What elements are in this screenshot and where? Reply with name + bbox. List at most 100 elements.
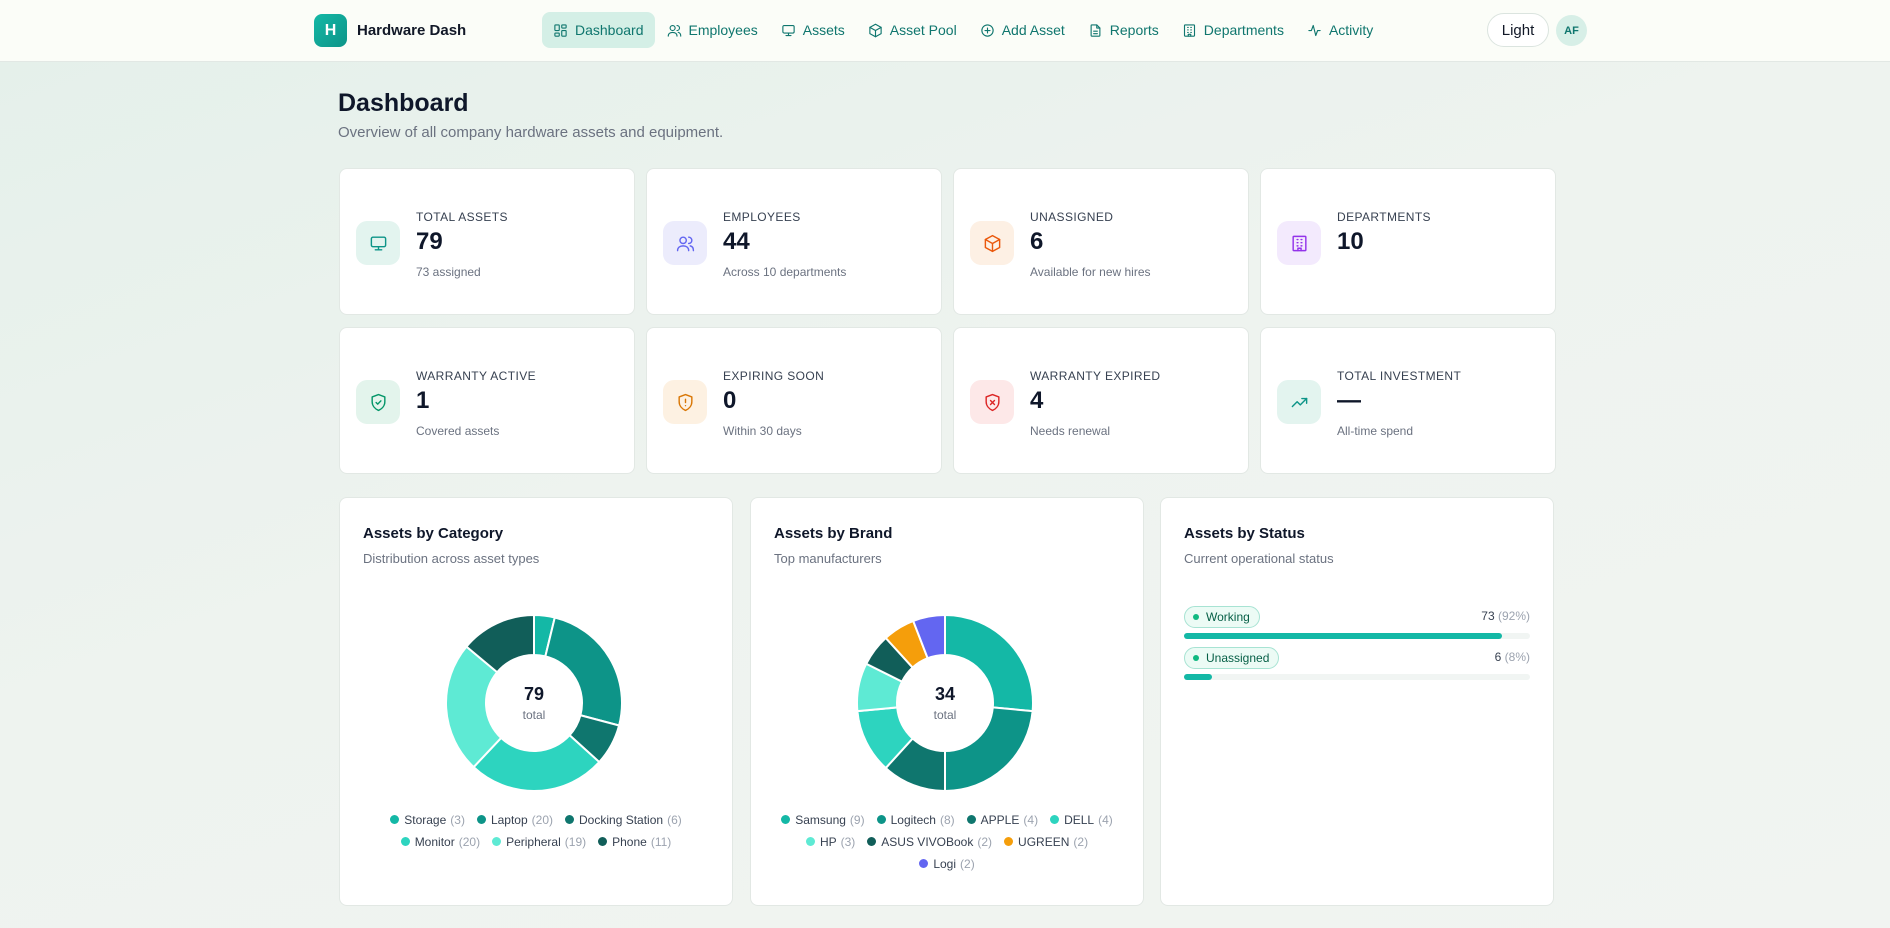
legend-label: Logi	[933, 857, 956, 871]
stat-icon-badge	[970, 380, 1014, 424]
nav-employees[interactable]: Employees	[656, 12, 769, 48]
donut-total-value: 34	[934, 684, 956, 704]
category-legend: Storage (3) Laptop (20) Docking Station (6) Mo…	[340, 809, 732, 853]
brand-donut-chart	[856, 613, 1034, 793]
status-value: 6 (8%)	[1494, 650, 1530, 664]
donut-slice-peripheral[interactable]	[445, 645, 503, 769]
stat-label: Expiring Soon	[723, 369, 825, 383]
brand-donut: 34 total	[855, 613, 1035, 793]
legend-swatch	[1004, 837, 1014, 846]
legend-label: Phone	[612, 835, 647, 849]
stat-icon-badge	[356, 221, 400, 265]
legend-count: (2)	[1073, 835, 1089, 849]
nav-assets[interactable]: Assets	[770, 12, 856, 48]
legend-label: Monitor	[414, 835, 455, 849]
legend-item-ugreen: UGREEN (2)	[1004, 832, 1088, 853]
stat-label: Departments	[1337, 210, 1431, 224]
nav-add-asset[interactable]: Add Asset	[969, 12, 1076, 48]
legend-item-logitech: Logitech (8)	[876, 810, 955, 831]
legend-swatch	[565, 815, 575, 824]
status-panel: Assets by Status Current operational sta…	[1160, 497, 1554, 906]
stat-label: Employees	[723, 210, 801, 224]
stat-subtext: Needs renewal	[1030, 424, 1111, 438]
status-dot	[1193, 614, 1199, 620]
nav-label: Asset Pool	[889, 22, 957, 38]
legend-count: (3)	[450, 813, 465, 827]
donut-slice-samsung[interactable]	[944, 613, 1034, 713]
plus-circle-icon	[981, 23, 994, 37]
status-label: Unassigned	[1206, 651, 1270, 665]
status-progress-fill	[1184, 633, 1503, 639]
legend-swatch	[476, 815, 486, 824]
stat-value: 1	[416, 387, 430, 414]
stat-icon-badge	[663, 380, 707, 424]
legend-count: (3)	[840, 835, 856, 849]
stat-card-warranty-active[interactable]: Warranty Active 1 Covered assets	[339, 327, 635, 474]
nav-label: Add Asset	[1001, 22, 1065, 38]
stat-card-departments[interactable]: Departments 10	[1260, 168, 1556, 315]
building-icon	[1291, 235, 1307, 251]
shield-alert-icon	[677, 393, 693, 411]
nav-departments[interactable]: Departments	[1171, 12, 1295, 48]
donut-slice-logi[interactable]	[911, 613, 946, 660]
stat-card-total-assets[interactable]: Total Assets 79 73 assigned	[339, 168, 635, 315]
users-icon	[676, 235, 694, 251]
main-nav: Dashboard Employees Assets Asset Pool Add As…	[542, 12, 1385, 48]
legend-item-docking-station: Docking Station (6)	[565, 810, 682, 831]
category-chart-panel: Assets by Category Distribution across a…	[339, 497, 733, 906]
stat-card-warranty-expired[interactable]: Warranty Expired 4 Needs renewal	[953, 327, 1249, 474]
nav-reports[interactable]: Reports	[1077, 12, 1170, 48]
status-value: 73 (92%)	[1481, 609, 1530, 623]
legend-swatch	[1050, 815, 1060, 824]
panel-subtitle: Distribution across asset types	[363, 551, 540, 566]
stat-card-employees[interactable]: Employees 44 Across 10 departments	[646, 168, 942, 315]
legend-label: HP	[819, 835, 837, 849]
brand[interactable]: H Hardware Dash	[314, 14, 466, 47]
status-row-unassigned: Unassigned 6 (8%)	[1184, 647, 1530, 683]
monitor-icon	[370, 235, 386, 251]
trending-up-icon	[1291, 397, 1307, 407]
stat-card-expiring-soon[interactable]: Expiring Soon 0 Within 30 days	[646, 327, 942, 474]
dashboard-icon	[554, 23, 567, 37]
activity-icon	[1308, 24, 1321, 36]
legend-count: (20)	[531, 813, 554, 827]
stat-value: 79	[416, 228, 443, 255]
stat-label: Warranty Active	[416, 369, 537, 383]
legend-label: UGREEN	[1018, 835, 1070, 849]
stat-value: 4	[1030, 387, 1044, 414]
shield-x-icon	[984, 393, 1000, 411]
category-donut: 79 total	[444, 613, 624, 793]
nav-dashboard[interactable]: Dashboard	[542, 12, 655, 48]
users-icon	[667, 24, 681, 37]
legend-item-peripheral: Peripheral (19)	[492, 832, 586, 853]
legend-item-hp: HP (3)	[805, 832, 856, 853]
legend-label: Samsung	[795, 813, 846, 827]
legend-swatch	[805, 837, 815, 846]
stat-icon-badge	[1277, 380, 1321, 424]
nav-asset-pool[interactable]: Asset Pool	[857, 12, 968, 48]
donut-total-label: total	[933, 708, 957, 722]
donut-slice-phone[interactable]	[465, 613, 535, 674]
nav-activity[interactable]: Activity	[1296, 12, 1384, 48]
panel-title: Assets by Category	[363, 525, 504, 542]
donut-total-value: 79	[523, 684, 545, 704]
panel-subtitle: Current operational status	[1184, 551, 1334, 566]
panel-title: Assets by Status	[1184, 525, 1305, 542]
legend-count: (4)	[1023, 813, 1039, 827]
legend-count: (2)	[960, 857, 975, 871]
legend-label: DELL	[1064, 813, 1095, 827]
nav-label: Departments	[1203, 22, 1284, 38]
panel-title: Assets by Brand	[774, 525, 893, 542]
stat-card-unassigned[interactable]: Unassigned 6 Available for new hires	[953, 168, 1249, 315]
stat-card-total-investment[interactable]: Total Investment — All-time spend	[1260, 327, 1556, 474]
legend-label: Storage	[404, 813, 447, 827]
stat-icon-badge	[663, 221, 707, 265]
legend-count: (9)	[849, 813, 865, 827]
theme-toggle-button[interactable]: Light	[1487, 13, 1549, 47]
legend-swatch	[867, 837, 877, 846]
stat-value: —	[1337, 387, 1361, 414]
user-avatar[interactable]: AF	[1556, 15, 1587, 46]
legend-label: ASUS VIVOBook	[881, 835, 974, 849]
legend-label: APPLE	[980, 813, 1020, 827]
stat-subtext: 73 assigned	[416, 265, 481, 279]
